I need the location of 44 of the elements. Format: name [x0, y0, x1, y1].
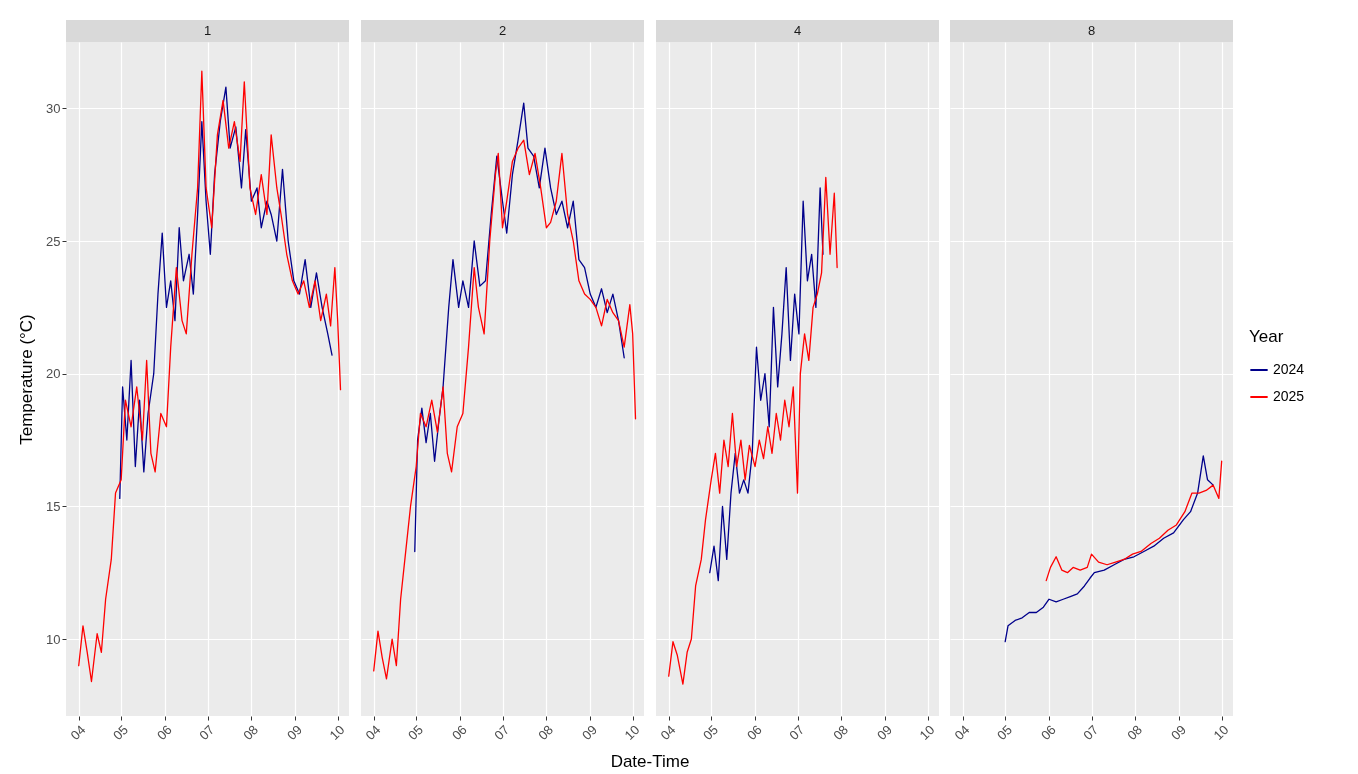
y-tick-label: 20	[46, 366, 61, 382]
x-tick-label: 08	[1124, 722, 1146, 743]
x-tick-label: 10	[621, 722, 643, 743]
y-tick-label: 15	[46, 498, 61, 514]
x-tick-label: 10	[1210, 722, 1232, 743]
x-tick-label: 09	[874, 722, 895, 743]
line-series	[119, 86, 333, 500]
x-tick-label: 05	[994, 722, 1015, 743]
x-tick-label: 07	[196, 722, 218, 743]
x-tick-label: 08	[535, 722, 557, 743]
x-tick-label: 09	[284, 722, 305, 743]
x-tick-label: 09	[1168, 722, 1189, 743]
x-tick-label: 05	[700, 722, 721, 743]
chart-title: 8	[950, 20, 1233, 42]
line-series	[78, 70, 342, 683]
x-tick-label: 08	[830, 722, 852, 743]
x-tick-label: 04	[67, 722, 89, 743]
x-tick-label: 07	[1080, 722, 1102, 743]
x-axis-title: Date-Time	[610, 752, 690, 772]
chart-title: 1	[66, 20, 349, 42]
chart-title: 2	[361, 20, 644, 42]
x-tick-label: 07	[491, 722, 513, 743]
x-tick-label: 07	[786, 722, 808, 743]
x-tick-label: 06	[448, 722, 470, 743]
x-tick-label: 05	[405, 722, 426, 743]
legend-title: Year	[1249, 327, 1284, 346]
x-tick-label: 10	[916, 722, 938, 743]
x-tick-label: 10	[326, 722, 348, 743]
x-tick-label: 04	[657, 722, 679, 743]
x-tick-label: 05	[110, 722, 131, 743]
y-tick-label: 30	[46, 100, 61, 116]
x-tick-label: 08	[240, 722, 262, 743]
x-tick-label: 06	[1037, 722, 1059, 743]
x-tick-label: 04	[951, 722, 973, 743]
legend-label: 2024	[1273, 361, 1305, 377]
y-axis-title: Temperature (°C)	[17, 314, 37, 445]
legend-label: 2025	[1273, 388, 1305, 404]
x-tick-label: 09	[579, 722, 600, 743]
x-tick-label: 06	[153, 722, 175, 743]
chart-title: 4	[656, 20, 939, 42]
y-tick-label: 10	[46, 631, 61, 647]
x-tick-label: 06	[743, 722, 765, 743]
y-tick-label: 25	[46, 233, 61, 249]
x-tick-label: 04	[362, 722, 384, 743]
